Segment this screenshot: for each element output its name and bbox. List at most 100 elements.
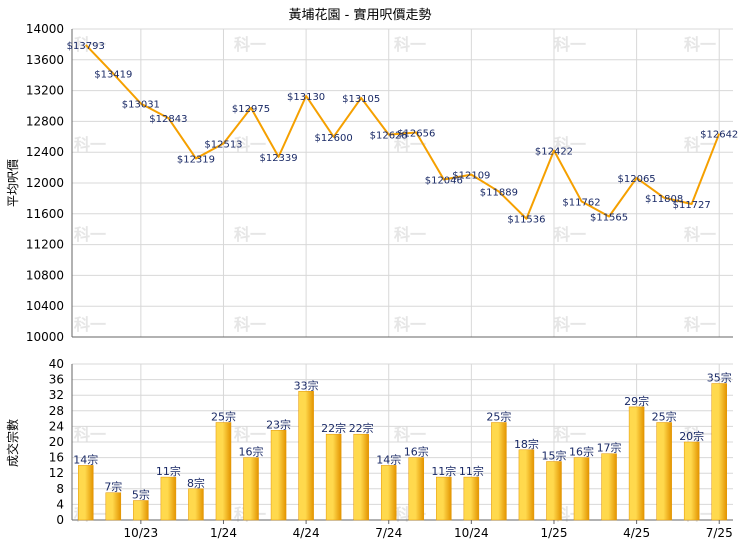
price-y-tick-label: 11600 <box>26 207 64 221</box>
watermark-text: 科一 <box>684 35 716 54</box>
volume-bar-label: 18宗 <box>514 437 539 451</box>
volume-bar-label: 5宗 <box>132 488 150 502</box>
volume-axis-frame <box>71 364 733 521</box>
watermark-text: 科一 <box>74 315 106 334</box>
price-y-axis-label: 平均呎價 <box>6 159 20 207</box>
price-point-label: $12975 <box>232 104 270 115</box>
price-point-label: $13031 <box>122 100 160 111</box>
volume-bar <box>188 488 204 521</box>
volume-bar-label: 20宗 <box>679 429 704 443</box>
price-y-ticks: 10000 10400 10800 11200 11600 12000 12400 12800… <box>26 22 64 344</box>
price-point-label: $11889 <box>480 188 518 199</box>
volume-x-tick-label: 1/24 <box>210 526 237 540</box>
price-point-label: $13130 <box>287 92 325 103</box>
price-point-label: $12656 <box>397 128 435 139</box>
price-point-label: $12046 <box>425 175 463 186</box>
price-point-label: $11808 <box>645 194 683 205</box>
volume-y-tick-label: 40 <box>49 357 64 371</box>
price-point-label: $12513 <box>204 139 242 150</box>
watermark-text: 科一 <box>684 225 716 244</box>
volume-gridlines <box>72 363 733 521</box>
watermark-text: 科一 <box>554 425 586 444</box>
volume-y-tick-label: 4 <box>56 497 64 511</box>
volume-bar <box>380 465 397 521</box>
volume-y-tick-label: 32 <box>49 388 64 402</box>
watermark-text: 科一 <box>394 225 426 244</box>
volume-bar-label: 25宗 <box>211 410 236 424</box>
volume-bar-label: 33宗 <box>294 378 319 392</box>
volume-bar <box>270 430 287 521</box>
price-point-label: $13793 <box>67 41 105 52</box>
watermark-text: 科一 <box>394 135 426 154</box>
volume-y-tick-label: 20 <box>49 435 64 449</box>
price-point-label: $12642 <box>700 130 738 141</box>
volume-y-tick-label: 36 <box>49 373 64 387</box>
volume-x-ticks: 10/23 1/24 4/24 7/24 10/24 1/25 4/25 7/25 <box>124 520 733 540</box>
volume-bar <box>656 422 672 521</box>
price-y-tick-label: 11200 <box>26 238 64 252</box>
volume-bar-label: 25宗 <box>486 410 511 424</box>
volume-bar <box>298 391 314 521</box>
price-point-label: $12065 <box>618 174 656 185</box>
volume-bar <box>408 457 425 521</box>
volume-bar-label: 25宗 <box>652 410 677 424</box>
volume-bar-label: 35宗 <box>707 371 732 385</box>
volume-bar-label: 14宗 <box>376 452 401 466</box>
volume-bar-label: 23宗 <box>266 417 291 431</box>
volume-bar <box>463 476 480 521</box>
volume-bar-label: 11宗 <box>156 464 181 478</box>
volume-bar-label: 8宗 <box>187 476 205 490</box>
volume-bar <box>160 476 177 521</box>
volume-y-tick-label: 16 <box>49 451 64 465</box>
price-point-label: $12628 <box>370 131 408 142</box>
watermark-text: 科一 <box>554 315 586 334</box>
volume-bar-label: 15宗 <box>541 449 566 463</box>
volume-bar <box>78 465 94 521</box>
watermark-text: 科一 <box>684 425 716 444</box>
watermark-text: 科一 <box>234 225 266 244</box>
price-y-tick-label: 10400 <box>26 299 64 313</box>
volume-y-tick-label: 8 <box>56 482 64 496</box>
volume-y-tick-label: 12 <box>49 466 64 480</box>
watermark-text: 科一 <box>684 315 716 334</box>
watermark-text: 科一 <box>684 135 716 154</box>
volume-x-tick-label: 10/23 <box>124 526 159 540</box>
price-point-label: $12600 <box>315 133 353 144</box>
volume-bar <box>353 433 369 521</box>
price-y-tick-label: 12800 <box>26 114 64 128</box>
volume-bar <box>546 461 562 521</box>
watermark-text: 科一 <box>74 135 106 154</box>
volume-bar <box>105 492 122 521</box>
volume-bar <box>243 457 259 521</box>
volume-bar-label: 22宗 <box>349 421 374 435</box>
price-line <box>85 44 721 220</box>
price-y-tick-label: 10800 <box>26 268 64 282</box>
watermark-text: 科一 <box>394 425 426 444</box>
volume-bar <box>628 406 645 521</box>
volume-x-tick-label: 4/24 <box>293 526 320 540</box>
volume-x-tick-label: 7/25 <box>706 526 733 540</box>
watermark-text: 科一 <box>74 35 106 54</box>
price-point-label: $12109 <box>452 171 490 182</box>
watermark-text: 科一 <box>394 35 426 54</box>
volume-bar-label: 16宗 <box>404 445 429 459</box>
price-point-label: $13105 <box>342 94 380 105</box>
price-y-tick-label: 13200 <box>26 84 64 98</box>
watermark-text: 科一 <box>74 225 106 244</box>
price-value-labels: $13793 $13419 $13031 $12843 $12319 $12513 $129… <box>67 41 739 226</box>
price-point-label: $11762 <box>562 197 600 208</box>
watermark-text: 科一 <box>554 225 586 244</box>
watermark-text: 科一 <box>394 315 426 334</box>
volume-bar-label: 14宗 <box>73 452 98 466</box>
volume-x-tick-label: 10/24 <box>454 526 489 540</box>
price-point-label: $12319 <box>177 154 215 165</box>
volume-x-tick-label: 1/25 <box>541 526 568 540</box>
price-panel: 10000 10400 10800 11200 11600 12000 12400 12800… <box>6 22 738 344</box>
volume-bar-label: 16宗 <box>239 445 264 459</box>
volume-bar-label: 22宗 <box>321 421 346 435</box>
volume-y-tick-label: 28 <box>49 404 64 418</box>
volume-bar-label: 17宗 <box>597 441 622 455</box>
volume-bar-label: 11宗 <box>459 464 484 478</box>
watermark-text: 科一 <box>234 315 266 334</box>
